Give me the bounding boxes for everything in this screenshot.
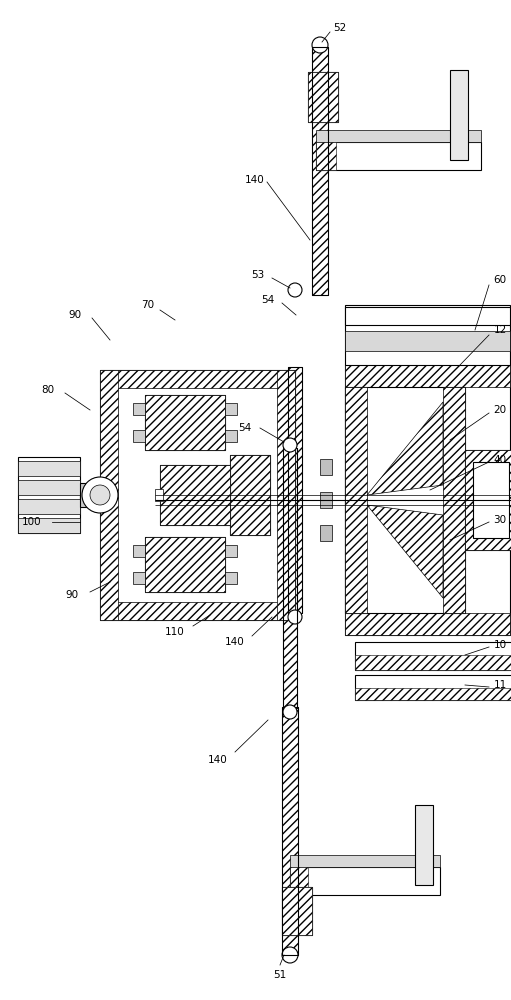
Bar xyxy=(415,805,433,885)
Text: 11: 11 xyxy=(494,680,506,690)
Text: 140: 140 xyxy=(245,175,265,185)
Text: 53: 53 xyxy=(251,270,265,280)
Bar xyxy=(282,887,312,935)
Bar xyxy=(473,462,509,538)
Bar xyxy=(320,492,332,508)
Bar xyxy=(316,130,481,142)
Text: 60: 60 xyxy=(494,275,506,285)
Bar xyxy=(450,70,468,160)
Bar xyxy=(465,450,511,550)
Bar xyxy=(312,47,328,295)
Bar xyxy=(290,855,440,867)
Bar xyxy=(345,365,510,635)
Circle shape xyxy=(90,485,110,505)
Text: 10: 10 xyxy=(494,640,506,650)
Bar xyxy=(225,403,237,415)
Bar xyxy=(225,572,237,584)
Bar xyxy=(18,457,80,533)
Text: 100: 100 xyxy=(22,517,42,527)
Polygon shape xyxy=(367,505,443,598)
Bar xyxy=(282,707,298,955)
Bar xyxy=(145,537,225,592)
Bar xyxy=(345,387,465,613)
Bar xyxy=(345,307,510,325)
Bar xyxy=(18,480,80,495)
Circle shape xyxy=(312,37,328,53)
Bar xyxy=(283,448,297,708)
Bar xyxy=(290,867,440,895)
Circle shape xyxy=(283,705,297,719)
Bar xyxy=(145,395,225,450)
Bar xyxy=(100,370,118,620)
Bar xyxy=(355,655,511,670)
Bar xyxy=(320,525,332,541)
Circle shape xyxy=(82,477,118,513)
Bar xyxy=(443,387,465,613)
Bar xyxy=(316,142,481,170)
Bar xyxy=(18,518,80,533)
Bar xyxy=(308,72,338,122)
Text: 140: 140 xyxy=(225,637,245,647)
Bar xyxy=(100,370,295,388)
Text: 90: 90 xyxy=(65,590,79,600)
Bar xyxy=(18,499,80,514)
Text: 30: 30 xyxy=(494,515,506,525)
Bar xyxy=(145,537,225,592)
Bar xyxy=(155,489,163,501)
Bar xyxy=(320,459,332,475)
Bar xyxy=(345,305,510,365)
Bar xyxy=(133,403,145,415)
Circle shape xyxy=(282,947,298,963)
Bar xyxy=(100,602,295,620)
Bar xyxy=(80,483,100,507)
Bar xyxy=(316,142,336,170)
Bar xyxy=(345,613,510,635)
Bar xyxy=(225,545,237,557)
Bar xyxy=(308,72,338,122)
Polygon shape xyxy=(367,402,443,495)
Bar xyxy=(282,707,298,955)
Text: 54: 54 xyxy=(238,423,251,433)
Text: 54: 54 xyxy=(261,295,274,305)
Circle shape xyxy=(283,438,297,452)
Bar xyxy=(312,47,328,295)
Text: 90: 90 xyxy=(68,310,82,320)
Text: 110: 110 xyxy=(165,627,185,637)
Bar xyxy=(355,688,511,700)
Bar xyxy=(145,395,225,450)
Bar xyxy=(345,365,510,387)
Bar xyxy=(345,331,510,351)
Bar xyxy=(225,430,237,442)
Bar xyxy=(288,367,302,613)
Circle shape xyxy=(288,610,302,624)
Circle shape xyxy=(288,283,302,297)
Text: 51: 51 xyxy=(273,970,287,980)
Text: 140: 140 xyxy=(208,755,228,765)
Bar xyxy=(133,545,145,557)
Bar xyxy=(160,465,230,525)
Bar xyxy=(133,572,145,584)
Bar xyxy=(160,465,230,525)
Bar xyxy=(100,370,295,620)
Bar xyxy=(345,387,367,613)
Bar xyxy=(288,367,302,613)
Bar xyxy=(282,887,312,935)
Bar xyxy=(283,448,297,708)
Text: 80: 80 xyxy=(41,385,55,395)
Text: 70: 70 xyxy=(142,300,154,310)
Bar xyxy=(18,461,80,476)
Text: 12: 12 xyxy=(494,325,506,335)
Bar xyxy=(355,642,511,670)
Bar xyxy=(230,455,270,535)
Text: 20: 20 xyxy=(494,405,506,415)
Bar xyxy=(465,450,511,550)
Bar xyxy=(355,675,511,700)
Text: 40: 40 xyxy=(494,455,506,465)
Bar xyxy=(230,455,270,535)
Bar xyxy=(133,430,145,442)
Text: 52: 52 xyxy=(333,23,346,33)
Bar xyxy=(277,370,295,620)
Bar xyxy=(290,867,308,895)
